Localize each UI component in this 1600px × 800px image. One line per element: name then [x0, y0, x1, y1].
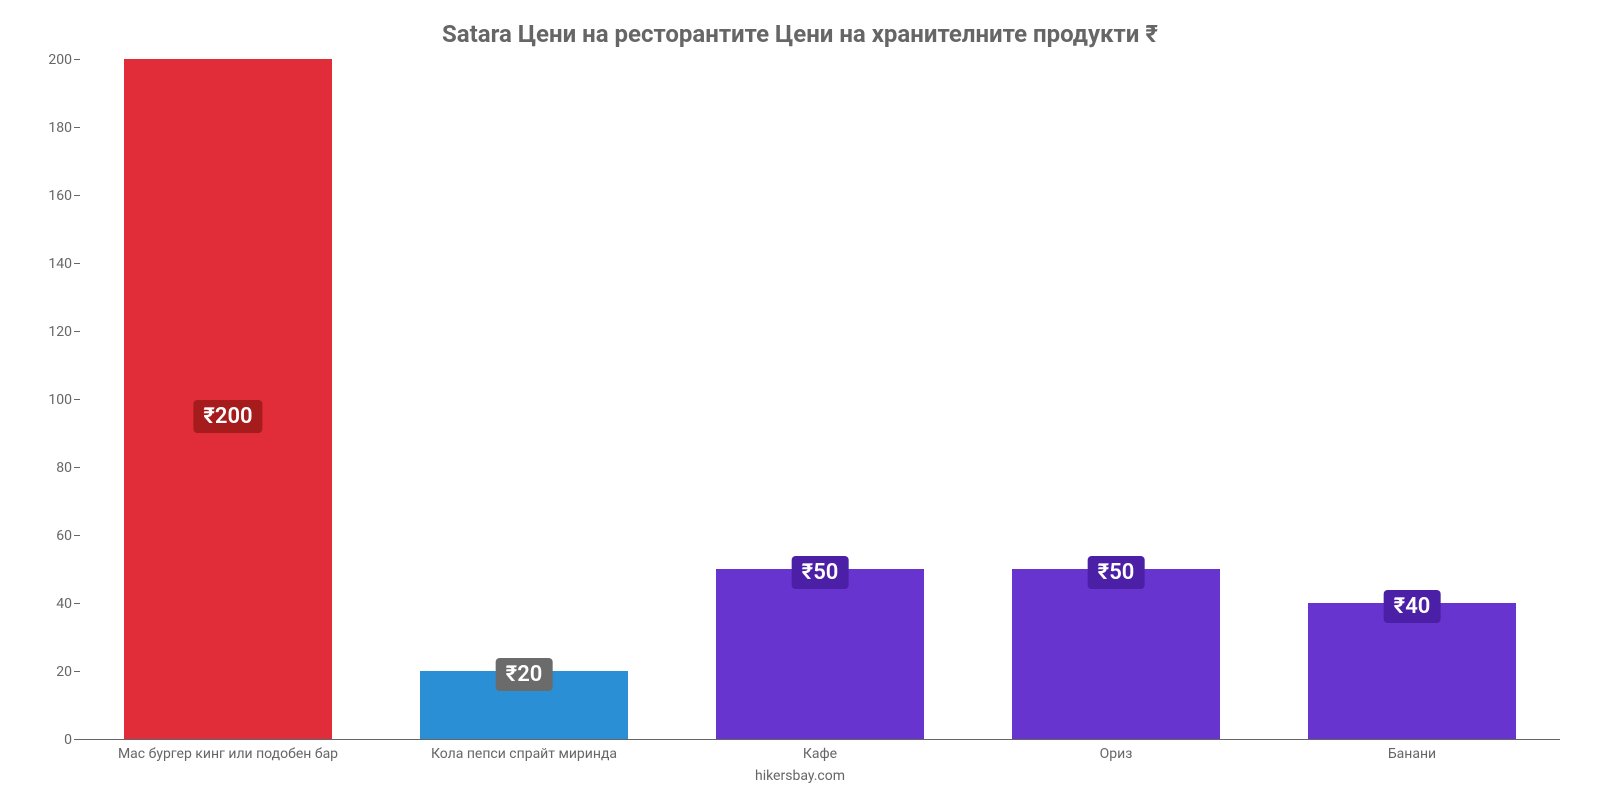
x-tick-label: Ориз [968, 740, 1264, 762]
y-tick-label: 140 [48, 256, 72, 272]
bar-value-label: ₹50 [792, 556, 849, 589]
bar-slot: ₹200 [80, 60, 376, 739]
bar [716, 569, 923, 739]
bar-value-label: ₹40 [1384, 590, 1441, 623]
plot-area: 020406080100120140160180200 ₹200₹20₹50₹5… [80, 60, 1560, 740]
y-axis: 020406080100120140160180200 [30, 60, 80, 740]
x-tick-label: Кола пепси спрайт миринда [376, 740, 672, 762]
y-tick-label: 20 [56, 664, 72, 680]
bar [124, 59, 331, 739]
x-tick-label: Кафе [672, 740, 968, 762]
bar-value-label: ₹50 [1088, 556, 1145, 589]
chart-container: Satara Цени на ресторантите Цени на хран… [0, 0, 1600, 800]
credit-text: hikersbay.com [30, 768, 1570, 784]
bar-slot: ₹50 [672, 60, 968, 739]
x-tick-label: Мас бургер кинг или подобен бар [80, 740, 376, 762]
bar-value-label: ₹20 [496, 658, 553, 691]
bar-slot: ₹50 [968, 60, 1264, 739]
bar [1012, 569, 1219, 739]
y-tick-label: 40 [56, 596, 72, 612]
y-tick-label: 0 [64, 732, 72, 748]
y-tick-label: 120 [48, 324, 72, 340]
y-tick-label: 100 [48, 392, 72, 408]
bar [1308, 603, 1515, 739]
y-tick-label: 80 [56, 460, 72, 476]
x-axis-labels: Мас бургер кинг или подобен барКола пепс… [80, 740, 1560, 762]
bar-slot: ₹40 [1264, 60, 1560, 739]
bar-value-label: ₹200 [193, 400, 262, 433]
y-tick-label: 60 [56, 528, 72, 544]
bar-slot: ₹20 [376, 60, 672, 739]
x-tick-label: Банани [1264, 740, 1560, 762]
y-tick-label: 180 [48, 120, 72, 136]
bars-area: ₹200 ₹20 ₹50 ₹50 ₹40 [80, 60, 1560, 740]
y-tick-label: 200 [48, 52, 72, 68]
y-tick-label: 160 [48, 188, 72, 204]
chart-title: Satara Цени на ресторантите Цени на хран… [30, 20, 1570, 48]
